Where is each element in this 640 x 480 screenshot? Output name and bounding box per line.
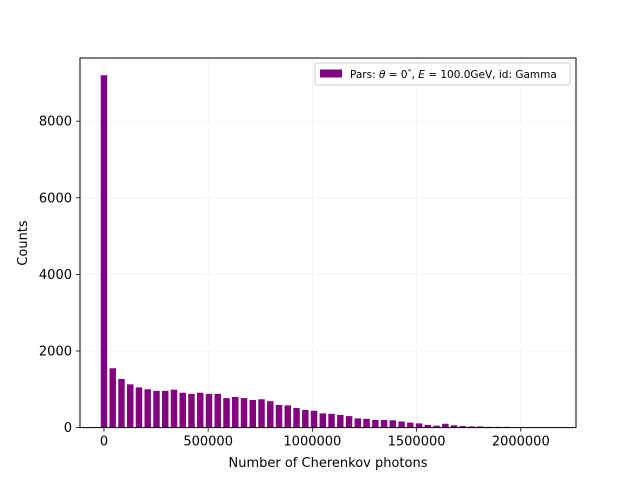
x-tick-label: 500000 xyxy=(183,435,233,450)
histogram-bar xyxy=(258,399,265,428)
histogram-bar xyxy=(188,393,195,428)
x-axis-label: Number of Cherenkov photons xyxy=(229,456,428,471)
histogram-bar xyxy=(232,396,239,428)
histogram-bar xyxy=(442,423,449,428)
histogram-bar xyxy=(135,387,143,428)
histogram-bar xyxy=(424,424,432,428)
histogram-bar xyxy=(372,419,379,428)
histogram-bar xyxy=(468,426,475,428)
histogram-bar xyxy=(450,425,458,428)
histogram-bar xyxy=(109,368,116,428)
bars xyxy=(100,75,528,428)
histogram-bar xyxy=(433,425,440,428)
x-tick-label: 2000000 xyxy=(492,435,550,450)
histogram-bar xyxy=(354,418,362,428)
histogram-bar xyxy=(459,426,467,428)
histogram-bar xyxy=(223,398,230,428)
histogram-bar xyxy=(363,418,370,428)
histogram-bar xyxy=(398,421,405,428)
x-tick-label: 0 xyxy=(100,435,108,450)
histogram-bar xyxy=(153,390,160,428)
x-tick-label: 1000000 xyxy=(283,435,341,450)
histogram-bar xyxy=(249,400,256,428)
legend-swatch xyxy=(320,69,342,78)
y-tick-label: 6000 xyxy=(39,191,72,206)
histogram-bar xyxy=(389,420,397,428)
histogram-bar xyxy=(477,426,484,428)
histogram-bar xyxy=(275,405,283,428)
y-tick-label: 4000 xyxy=(39,268,72,283)
histogram-bar xyxy=(415,423,423,428)
histogram-bar xyxy=(380,419,388,428)
histogram-bar xyxy=(407,422,414,428)
histogram-bar xyxy=(118,378,125,428)
legend-box xyxy=(314,62,571,86)
x-tick-label: 1500000 xyxy=(388,435,446,450)
histogram-bar xyxy=(345,416,353,428)
histogram-bar xyxy=(310,410,318,428)
histogram-bar xyxy=(293,408,300,428)
grid-lines xyxy=(80,58,576,428)
histogram-bar xyxy=(240,398,248,428)
plot-frame xyxy=(79,57,577,429)
histogram-bar xyxy=(197,392,204,428)
histogram-bar xyxy=(337,414,344,428)
y-tick-label: 8000 xyxy=(39,115,72,130)
histogram-bar xyxy=(267,401,274,428)
y-axis-label: Counts xyxy=(16,220,31,266)
histogram-bar xyxy=(328,413,335,428)
histogram-bar xyxy=(214,393,221,428)
y-tick-label: 2000 xyxy=(39,344,72,359)
legend: Pars: θ = 0°, E = 100.0GeV, id: Gamma xyxy=(314,62,571,86)
histogram-bar xyxy=(170,389,178,428)
histogram-bar xyxy=(319,413,327,428)
histogram-bar xyxy=(126,384,134,428)
histogram-bar xyxy=(179,392,186,428)
legend-entry: Pars: θ = 0°, E = 100.0GeV, id: Gamma xyxy=(350,68,557,81)
histogram-bar xyxy=(162,390,169,428)
histogram-bar xyxy=(284,405,292,428)
axis-ticks: 0 500000 1000000 1500000 2000000 0 2000 4000 600… xyxy=(39,115,550,450)
y-tick-label: 0 xyxy=(64,421,72,436)
histogram-bar xyxy=(205,393,213,428)
histogram-bar xyxy=(100,75,108,428)
histogram-bar xyxy=(302,409,309,428)
histogram-bar xyxy=(144,389,151,428)
